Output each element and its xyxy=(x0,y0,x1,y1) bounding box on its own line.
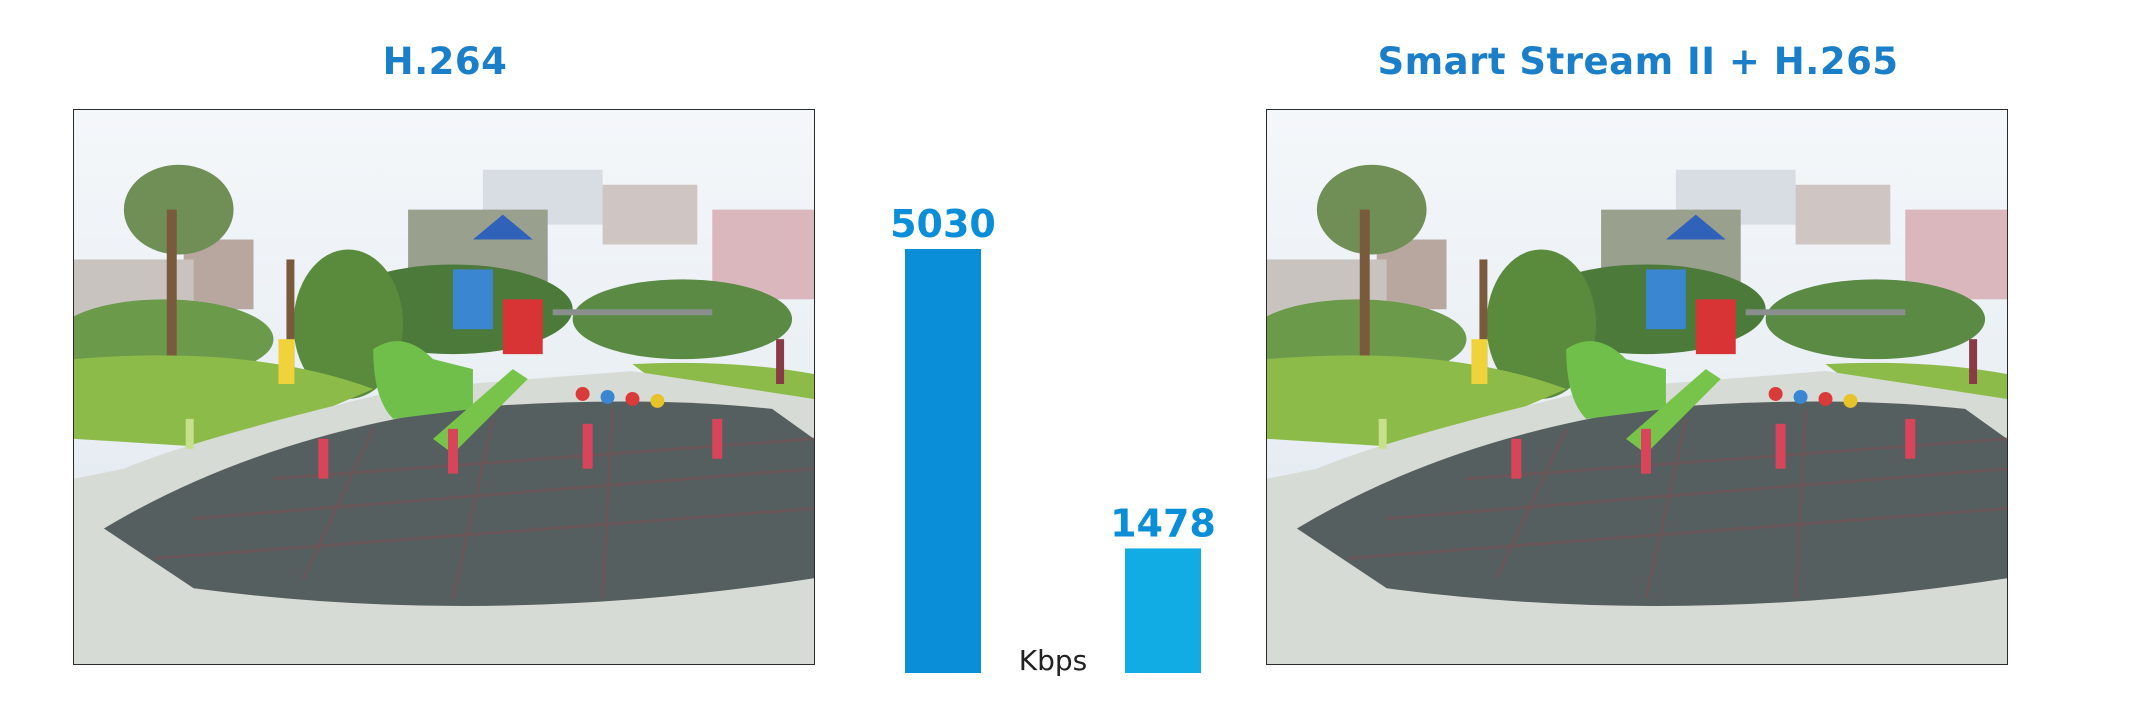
playground-scene-illustration xyxy=(1267,110,2007,664)
value-label-h264: 5030 xyxy=(890,202,996,246)
h264-title: H.264 xyxy=(382,40,508,83)
h265-title: Smart Stream II + H.265 xyxy=(1377,40,1899,83)
unit-label: Kbps xyxy=(1019,644,1088,677)
bitrate-bar-chart: 5030 1478 Kbps xyxy=(890,202,1216,677)
h265-sample-image xyxy=(1266,109,2008,665)
bar-h264 xyxy=(905,249,981,673)
playground-scene-illustration xyxy=(74,110,814,664)
value-label-h265: 1478 xyxy=(1110,501,1216,545)
h264-sample-image xyxy=(73,109,815,665)
bar-h265 xyxy=(1125,548,1201,673)
